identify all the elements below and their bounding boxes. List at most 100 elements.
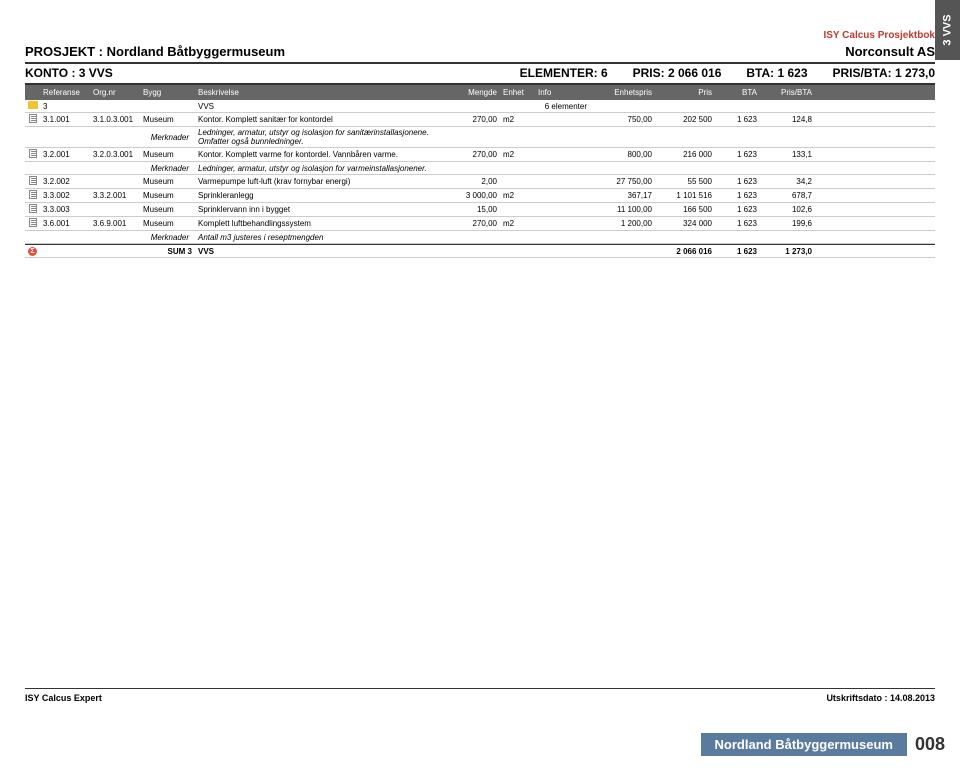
cell-enhetspris: 1 200,00 <box>590 218 655 229</box>
merknader-label: Merknader <box>140 163 195 174</box>
note-icon <box>29 190 37 199</box>
side-tab: 3 VVS <box>935 0 960 60</box>
project-name: PROSJEKT : Nordland Båtbyggermuseum <box>25 44 285 59</box>
footer-left: ISY Calcus Expert <box>25 693 102 703</box>
row-icon <box>25 175 40 188</box>
cell-prisbta: 34,2 <box>760 176 815 187</box>
cell-bta: 1 623 <box>715 246 760 257</box>
cell-mengde: 15,00 <box>445 204 500 215</box>
cell-pris: 216 000 <box>655 149 715 160</box>
row-icon <box>25 136 40 138</box>
row-icon <box>25 236 40 238</box>
cell-prisbta: 1 273,0 <box>760 246 815 257</box>
cell-bygg: Museum <box>140 218 195 229</box>
cell-beskrivelse: Komplett luftbehandlingssystem <box>195 218 445 229</box>
cell-prisbta: 678,7 <box>760 190 815 201</box>
cell-enhet <box>500 105 535 107</box>
cell-bygg <box>140 105 195 107</box>
cell-mengde: 2,00 <box>445 176 500 187</box>
cell-enhet <box>500 250 535 252</box>
header-enhetspris: Enhetspris <box>590 87 655 98</box>
merknader-label: Merknader <box>140 132 195 143</box>
sum-icon: Σ <box>28 247 37 256</box>
bta-total: BTA: 1 623 <box>746 66 807 80</box>
page-number: 008 <box>915 734 945 755</box>
cell-info <box>535 209 590 211</box>
cell-mengde: 270,00 <box>445 114 500 125</box>
row-icon: Σ <box>25 245 40 257</box>
merknader-row: MerknaderLedninger, armatur, utstyr og i… <box>25 127 935 148</box>
note-icon <box>29 204 37 213</box>
cell-mengde: 3 000,00 <box>445 190 500 201</box>
cell-beskrivelse: Kontor. Komplett varme for kontordel. Va… <box>195 149 445 160</box>
prisbta-total: PRIS/BTA: 1 273,0 <box>833 66 935 80</box>
table-row: 3.2.0013.2.0.3.001MuseumKontor. Komplett… <box>25 148 935 162</box>
cell-orgnr: 3.3.2.001 <box>90 190 140 201</box>
header-bta: BTA <box>715 87 760 98</box>
cell-prisbta: 199,6 <box>760 218 815 229</box>
cell-bygg: Museum <box>140 114 195 125</box>
row-icon <box>25 189 40 202</box>
cell-enhet: m2 <box>500 149 535 160</box>
row-icon <box>25 217 40 230</box>
footer-right: Utskriftsdato : 14.08.2013 <box>826 693 935 703</box>
cell-orgnr: 3.2.0.3.001 <box>90 149 140 160</box>
cell-beskrivelse: Varmepumpe luft-luft (krav fornybar ener… <box>195 176 445 187</box>
company-name: Norconsult AS <box>845 44 935 59</box>
folder-row: 3VVS6 elementer <box>25 100 935 113</box>
note-icon <box>29 176 37 185</box>
header-top: ISY Calcus Prosjektbok <box>25 30 935 41</box>
cell-bta: 1 623 <box>715 114 760 125</box>
pris-total: PRIS: 2 066 016 <box>633 66 722 80</box>
footer-bar: ISY Calcus Expert Utskriftsdato : 14.08.… <box>25 688 935 703</box>
cell-info <box>535 250 590 252</box>
header-icon <box>25 87 40 98</box>
cell-enhet: m2 <box>500 114 535 125</box>
cell-bta: 1 623 <box>715 204 760 215</box>
cell-referanse: 3.3.002 <box>40 190 90 201</box>
row-icon <box>25 148 40 161</box>
row-icon <box>25 113 40 126</box>
table-row: 3.3.0023.3.2.001MuseumSprinkleranlegg3 0… <box>25 189 935 203</box>
cell-referanse: 3.3.003 <box>40 204 90 215</box>
side-tab-label: 3 VVS <box>942 14 954 45</box>
cell-orgnr <box>90 250 140 252</box>
cell-enhetspris: 750,00 <box>590 114 655 125</box>
merknader-text: Antall m3 justeres i reseptmengden <box>195 232 445 243</box>
header-orgnr: Org.nr <box>90 87 140 98</box>
header-enhet: Enhet <box>500 87 535 98</box>
cell-orgnr <box>90 209 140 211</box>
row-icon <box>25 167 40 169</box>
cell-referanse: 3.1.001 <box>40 114 90 125</box>
cell-referanse: 3.2.002 <box>40 176 90 187</box>
row-icon <box>25 203 40 216</box>
cell-enhetspris: 367,17 <box>590 190 655 201</box>
cell-bta <box>715 105 760 107</box>
cell-info <box>535 195 590 197</box>
table-header: Referanse Org.nr Bygg Beskrivelse Mengde… <box>25 85 935 100</box>
table-row: 3.6.0013.6.9.001MuseumKomplett luftbehan… <box>25 217 935 231</box>
cell-bta: 1 623 <box>715 176 760 187</box>
konto-label: KONTO : 3 VVS <box>25 66 113 80</box>
cell-pris <box>655 105 715 107</box>
elementer: ELEMENTER: 6 <box>520 66 608 80</box>
cell-info: 6 elementer <box>535 101 590 112</box>
cell-beskrivelse: Sprinklervann inn i bygget <box>195 204 445 215</box>
merknader-text: Ledninger, armatur, utstyr og isolasjon … <box>195 163 445 174</box>
cell-bygg: Museum <box>140 190 195 201</box>
table-row: 3.1.0013.1.0.3.001MuseumKontor. Komplett… <box>25 113 935 127</box>
note-icon <box>29 149 37 158</box>
cell-enhetspris <box>590 105 655 107</box>
cell-enhetspris: 800,00 <box>590 149 655 160</box>
cell-bygg: Museum <box>140 149 195 160</box>
header-prisbta: Pris/BTA <box>760 87 815 98</box>
cell-info <box>535 181 590 183</box>
cell-mengde <box>445 105 500 107</box>
note-icon <box>29 114 37 123</box>
cell-orgnr: 3.6.9.001 <box>90 218 140 229</box>
cell-referanse: 3.2.001 <box>40 149 90 160</box>
konto-summary: ELEMENTER: 6 PRIS: 2 066 016 BTA: 1 623 … <box>520 66 935 80</box>
cell-prisbta: 102,6 <box>760 204 815 215</box>
footer-title: Nordland Båtbyggermuseum <box>701 733 907 756</box>
header-pris: Pris <box>655 87 715 98</box>
